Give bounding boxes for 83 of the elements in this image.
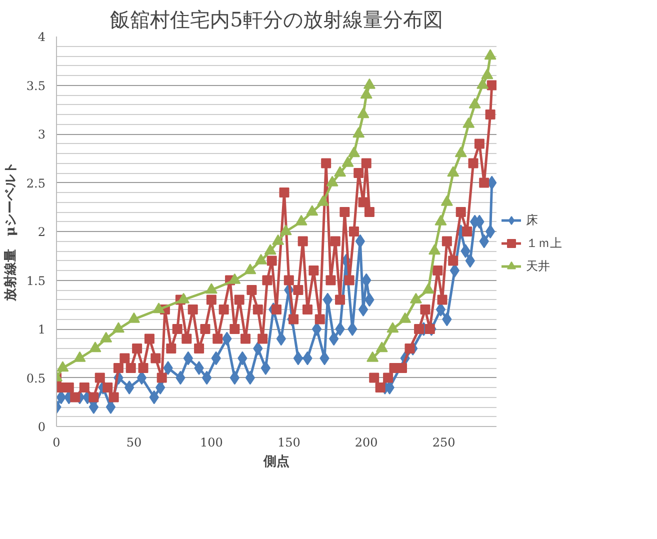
point	[205, 283, 218, 294]
point	[106, 400, 116, 414]
point	[386, 322, 399, 333]
y-tick-label: 4	[38, 30, 46, 44]
chart-title: 飯舘村住宅内5軒分の放射線量分布図	[110, 8, 443, 32]
point	[89, 342, 102, 352]
point	[335, 322, 345, 336]
point	[194, 361, 204, 375]
point	[360, 88, 372, 99]
point	[183, 351, 194, 366]
point	[428, 244, 441, 255]
point	[312, 322, 322, 336]
point	[152, 302, 165, 314]
point	[112, 322, 124, 333]
point	[326, 176, 338, 186]
point	[434, 214, 447, 226]
point	[454, 146, 467, 158]
point	[178, 292, 190, 304]
point	[163, 361, 173, 375]
point	[462, 117, 475, 128]
x-tick-label: 0	[52, 436, 60, 450]
y-tick-label: 0.5	[26, 371, 46, 386]
x-tick-label: 100	[200, 436, 223, 450]
point	[366, 351, 379, 362]
point	[306, 205, 318, 216]
point	[460, 244, 470, 258]
x-tick-label: 250	[432, 436, 456, 450]
point	[88, 400, 99, 414]
point	[56, 361, 69, 372]
point	[485, 224, 496, 238]
y-tick-label: 3	[38, 128, 46, 142]
point	[436, 302, 446, 316]
point	[255, 254, 268, 264]
point	[410, 292, 422, 304]
x-axis-title: 側点	[262, 454, 290, 470]
point	[295, 214, 308, 226]
point	[468, 98, 481, 108]
y-tick-label: 2	[38, 225, 46, 239]
legend-label: 天井	[526, 258, 550, 274]
x-tick-label: 50	[126, 436, 142, 450]
point	[342, 156, 354, 167]
y-tick-label: 0	[38, 420, 46, 434]
point	[376, 342, 388, 352]
point	[348, 322, 358, 336]
point	[155, 380, 166, 394]
point	[352, 127, 365, 138]
point	[358, 302, 368, 316]
point	[128, 312, 140, 323]
legend-label: 床	[526, 212, 539, 228]
point	[484, 49, 496, 60]
point	[228, 273, 241, 284]
point	[272, 234, 284, 245]
point	[260, 361, 270, 375]
y-tick-label: 1.5	[26, 274, 46, 288]
x-tick-label: 150	[277, 436, 300, 450]
y-tick-label: 2.5	[26, 176, 46, 190]
point	[264, 244, 276, 255]
point	[334, 166, 346, 177]
y-tick-label: 1	[38, 322, 46, 336]
point	[450, 264, 460, 278]
legend-label: １ｍ上	[526, 234, 562, 252]
point	[440, 195, 453, 206]
point	[481, 68, 494, 80]
point	[363, 78, 376, 89]
point	[399, 312, 412, 323]
point	[124, 380, 134, 394]
point	[244, 264, 256, 274]
point	[280, 224, 292, 236]
y-axis-title: 放射線量 μシーベルト	[3, 162, 18, 302]
point	[100, 332, 112, 342]
point	[422, 283, 434, 294]
point	[202, 370, 212, 385]
point	[293, 351, 304, 366]
point	[316, 195, 329, 206]
point	[328, 332, 339, 346]
x-tick-label: 200	[354, 436, 378, 450]
point	[357, 108, 370, 118]
point	[447, 166, 460, 177]
point	[74, 351, 86, 362]
point	[348, 146, 360, 158]
point	[253, 342, 263, 356]
y-tick-label: 3.5	[26, 78, 46, 93]
point	[476, 78, 489, 89]
